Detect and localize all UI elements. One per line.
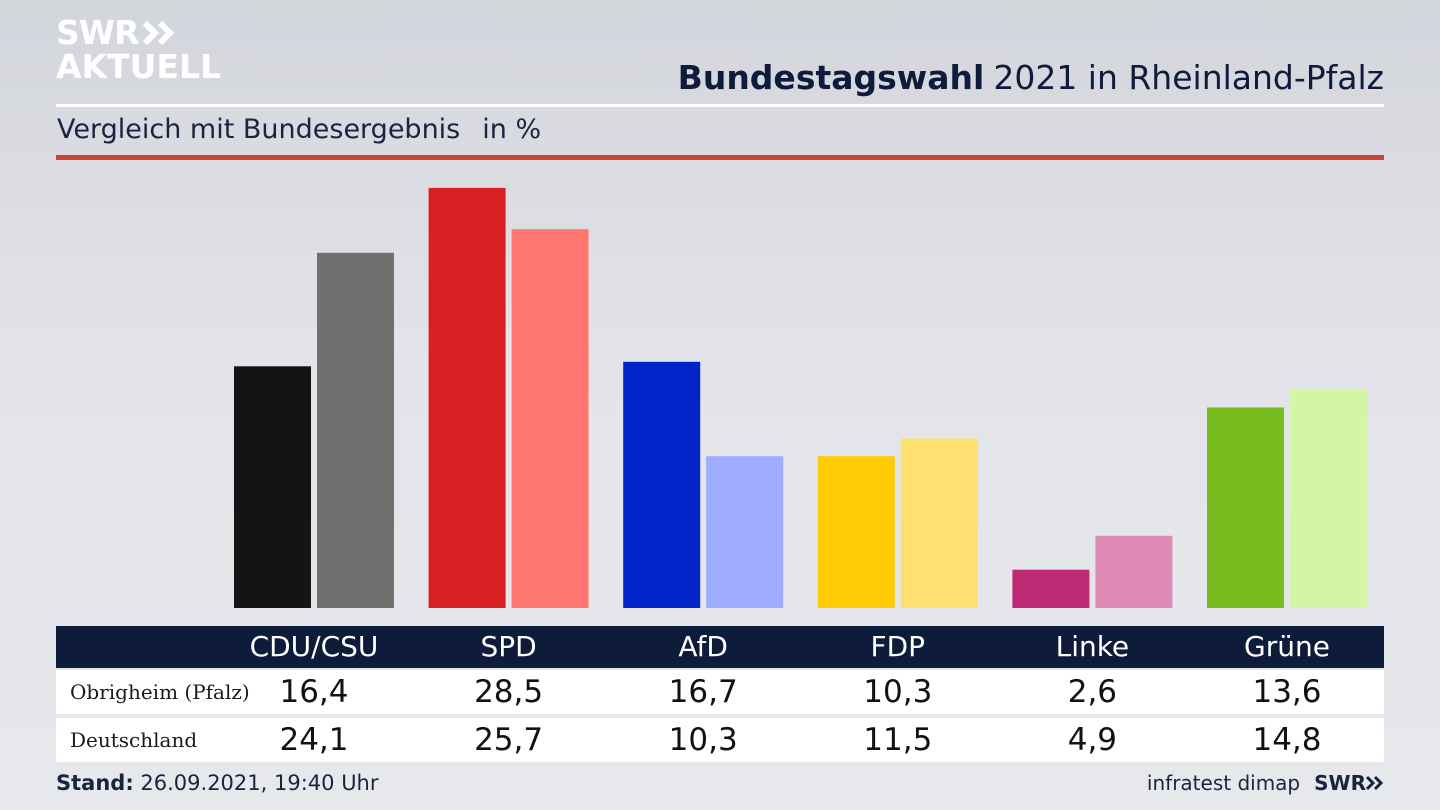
stand-label: Stand:	[56, 771, 134, 795]
source-text: infratest dimap	[1146, 771, 1301, 795]
value-spd-national: 25,7	[474, 722, 544, 758]
logo-line-1: SWR	[56, 13, 140, 52]
party-label-fdp: FDP	[870, 630, 926, 663]
value-fdp-local: 10,3	[863, 674, 933, 710]
source-credit: infratest dimap SWR	[1147, 771, 1384, 795]
party-label-linke: Linke	[1055, 630, 1130, 663]
value-cdu-csu-national: 24,1	[279, 722, 349, 758]
value-gr-ne-local: 13,6	[1252, 674, 1322, 710]
bar-spd-national	[511, 229, 589, 608]
table-row-local	[56, 670, 1384, 714]
party-label-spd: SPD	[480, 630, 537, 663]
footer-brand: SWR	[1314, 771, 1366, 795]
row-label-local: Obrigheim (Pfalz)	[70, 680, 250, 704]
logo-line-2: AKTUELL	[56, 47, 222, 86]
bar-gr-ne-local	[1207, 407, 1284, 608]
bar-gr-ne-national	[1290, 389, 1367, 608]
stand-value: 26.09.2021, 19:40 Uhr	[140, 771, 379, 795]
value-spd-local: 28,5	[474, 674, 544, 710]
bar-cdu-csu-local	[234, 366, 311, 608]
bar-afd-local	[623, 361, 701, 608]
bar-fdp-national	[900, 438, 978, 608]
value-linke-local: 2,6	[1067, 674, 1118, 710]
table-row-national	[56, 718, 1384, 762]
value-afd-local: 16,7	[668, 674, 738, 710]
title-rest: 2021 in Rheinland-Pfalz	[993, 58, 1384, 97]
table-header	[56, 626, 1384, 668]
subtitle: Vergleich mit Bundesergebnis in %	[57, 114, 541, 145]
subtitle-unit: in %	[482, 114, 542, 145]
bar-spd-local	[428, 187, 506, 608]
party-label-afd: AfD	[678, 630, 728, 663]
bar-linke-national	[1095, 535, 1173, 608]
bar-cdu-csu-national	[317, 252, 394, 608]
subtitle-text: Vergleich mit Bundesergebnis	[57, 114, 461, 145]
swr-footer-logo: SWR	[1314, 771, 1384, 795]
page-title: Bundestagswahl 2021 in Rheinland-Pfalz	[678, 58, 1384, 97]
party-label-cdu-csu: CDU/CSU	[249, 630, 379, 663]
title-bold: Bundestagswahl	[677, 58, 985, 97]
accent-divider	[56, 155, 1384, 160]
timestamp: Stand: 26.09.2021, 19:40 Uhr	[56, 771, 379, 795]
value-afd-national: 10,3	[668, 722, 738, 758]
bar-afd-national	[706, 456, 784, 608]
swr-aktuell-logo: SWR AKTUELL	[56, 16, 221, 84]
value-fdp-national: 11,5	[863, 722, 933, 758]
chevrons-icon-small	[1366, 775, 1384, 791]
bar-linke-local	[1012, 569, 1090, 608]
value-linke-national: 4,9	[1067, 722, 1118, 758]
row-label-national: Deutschland	[70, 728, 198, 752]
value-gr-ne-national: 14,8	[1252, 722, 1322, 758]
chevrons-icon	[142, 20, 174, 46]
party-label-gr-ne: Grüne	[1244, 630, 1330, 663]
bar-chart	[234, 187, 1367, 608]
title-divider	[56, 104, 1384, 107]
bar-fdp-local	[817, 456, 895, 608]
value-cdu-csu-local: 16,4	[279, 674, 349, 710]
